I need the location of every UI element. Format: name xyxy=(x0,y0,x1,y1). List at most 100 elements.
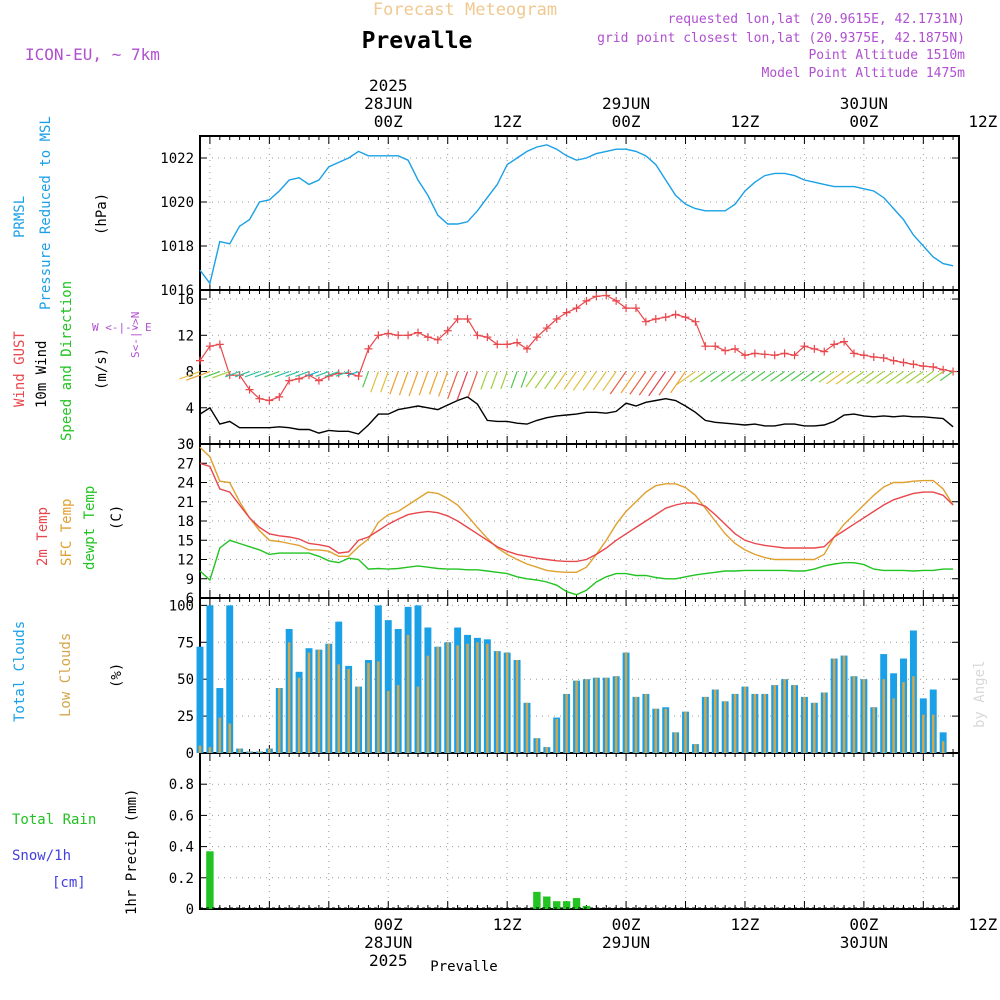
y-tick-label: 1016 xyxy=(160,283,194,299)
low-cloud-bar xyxy=(753,693,757,753)
y-tick-label: 1018 xyxy=(160,239,194,255)
wind-arrow xyxy=(480,371,488,390)
low-cloud-bar xyxy=(476,642,479,753)
low-cloud-bar xyxy=(496,651,499,753)
total-cloud-bar xyxy=(206,605,214,753)
panel-frame xyxy=(199,289,960,445)
low-cloud-bar xyxy=(575,680,578,753)
gust-marker xyxy=(552,314,561,323)
wind-arrow xyxy=(818,371,835,383)
low-cloud-bar xyxy=(258,751,261,753)
gust-marker xyxy=(651,314,660,323)
watermark: by Angel xyxy=(972,661,988,728)
wind-arrow xyxy=(408,371,419,397)
model-altitude: Model Point Altitude 1475m xyxy=(762,66,966,81)
gust-marker xyxy=(443,326,452,335)
low-cloud-bar xyxy=(406,634,410,753)
wind-arrow xyxy=(370,371,379,393)
low-cloud-bar xyxy=(862,679,866,753)
wind-arrow xyxy=(761,371,776,382)
wind-arrow xyxy=(244,370,260,378)
wind-arrow xyxy=(896,371,914,384)
wind-arrow xyxy=(325,370,339,377)
low-cloud-bar xyxy=(248,751,251,753)
low-cloud-bar xyxy=(892,698,895,753)
low-cloud-bar xyxy=(416,686,420,753)
gust-marker xyxy=(344,369,353,378)
gust-marker xyxy=(542,324,551,333)
low-cloud-bar xyxy=(565,693,568,753)
gust-marker xyxy=(790,351,799,360)
gust-marker xyxy=(681,313,690,322)
wind-arrow xyxy=(846,371,865,385)
gust-marker xyxy=(879,353,888,362)
gust-marker xyxy=(949,367,958,376)
gust-marker xyxy=(354,372,363,381)
y-tick-label: 100 xyxy=(169,598,194,614)
top-time-label: 12Z xyxy=(731,112,760,131)
low-cloud-bar xyxy=(525,702,529,753)
gust-marker xyxy=(691,317,700,326)
gust-marker xyxy=(275,392,284,401)
wind-arrow xyxy=(306,370,320,377)
low-cloud-bar xyxy=(763,693,767,753)
wind-arrow xyxy=(629,371,647,395)
rain-bar xyxy=(543,896,551,909)
y-tick-label: 50 xyxy=(177,672,194,688)
low-cloud-bar xyxy=(228,723,231,753)
wind-arrow xyxy=(926,371,944,384)
gust-marker xyxy=(711,342,720,351)
low-cloud-bar xyxy=(287,642,291,753)
wind-arrow xyxy=(780,371,795,382)
low-cloud-bar xyxy=(555,719,558,753)
gust-marker xyxy=(522,344,531,353)
gust-marker xyxy=(750,349,759,358)
bottom-time-label: 00Z xyxy=(374,915,403,934)
wind-arrow xyxy=(790,371,805,382)
wind-arrow xyxy=(520,371,528,388)
y-tick-label: 18 xyxy=(177,514,194,530)
wind-arrow xyxy=(730,371,746,382)
y-tick-label: 12 xyxy=(177,328,194,344)
wind-arrow xyxy=(203,370,221,378)
snow-unit-label: [cm] xyxy=(52,875,86,891)
low-cloud-bar xyxy=(713,689,717,753)
y-tick-label: 12 xyxy=(177,553,194,569)
low-cloud-bar xyxy=(832,658,836,753)
low-cloud-bar xyxy=(208,747,212,753)
y-tick-label: 75 xyxy=(177,635,194,651)
gust-marker xyxy=(205,342,214,351)
wind-line xyxy=(199,396,954,435)
wind-arrow xyxy=(254,370,270,378)
wind-label: 10m Wind xyxy=(34,341,50,408)
y-tick-label: 27 xyxy=(177,456,194,472)
wind-arrow xyxy=(428,371,439,395)
wind-arrow xyxy=(916,371,934,384)
y-tick-label: 8 xyxy=(186,365,194,381)
low-cloud-bar xyxy=(644,693,648,753)
wind-arrow xyxy=(906,371,924,384)
low-cloud-bar xyxy=(664,708,667,753)
model-label: ICON-EU, ~ 7km xyxy=(25,45,160,64)
bottom-time-label: 28JUN xyxy=(364,933,412,952)
total-cloud-bar xyxy=(414,605,422,753)
wind-arrow xyxy=(835,371,855,385)
low-cloud-bar xyxy=(585,679,588,753)
gust-marker xyxy=(859,351,868,360)
low-cloud-bar xyxy=(684,711,687,753)
low-cloud-bar xyxy=(436,646,440,753)
sfc-label: SFC Temp xyxy=(59,499,75,566)
wind-arrow xyxy=(602,371,617,392)
low-cloud-bar xyxy=(535,738,539,753)
precip-unit-label: 1hr Precip (mm) xyxy=(124,789,140,915)
wind-arrow xyxy=(274,370,290,378)
low-cloud-label: Low Clouds xyxy=(58,633,74,717)
wind-arrow xyxy=(264,370,280,378)
wind-arrow xyxy=(380,371,389,393)
gust-marker xyxy=(473,331,482,340)
wind-arrow xyxy=(592,371,607,391)
top-time-label: 29JUN xyxy=(602,94,650,113)
low-cloud-bar xyxy=(278,688,281,753)
low-cloud-bar xyxy=(238,748,241,753)
